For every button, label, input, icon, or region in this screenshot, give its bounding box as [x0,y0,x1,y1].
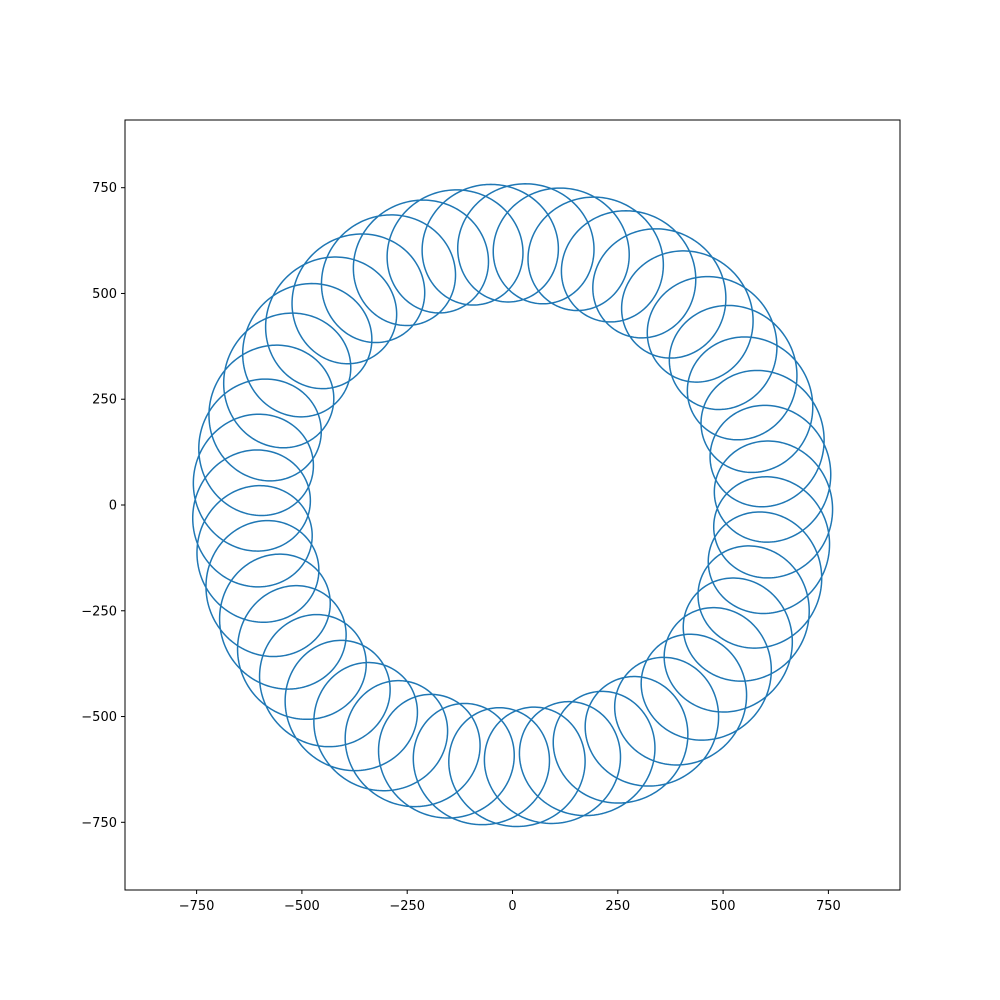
plot-area: −750 −500 −250 0 250 500 750 750 500 250 0 −250 −50… [81,119,901,914]
y-tick-label: −250 [81,604,117,619]
x-tick-label: 0 [508,899,516,914]
x-tick-label: −750 [179,899,215,914]
x-tick-label: −250 [389,899,425,914]
y-tick-label: 750 [92,181,117,196]
series-line-trajectory [191,183,834,828]
x-tick-label: 500 [711,899,736,914]
x-tick-label: −500 [284,899,320,914]
x-axis: −750 −500 −250 0 250 500 750 [179,890,841,914]
y-axis: 750 500 250 0 −250 −500 −750 [81,181,125,831]
y-tick-label: 0 [109,499,117,514]
y-tick-label: −750 [81,816,117,831]
y-tick-label: 250 [92,393,117,408]
x-tick-label: 750 [816,899,841,914]
x-tick-label: 250 [605,899,630,914]
y-tick-label: 500 [92,287,117,302]
y-tick-label: −500 [81,710,117,725]
series-layer [191,183,834,828]
